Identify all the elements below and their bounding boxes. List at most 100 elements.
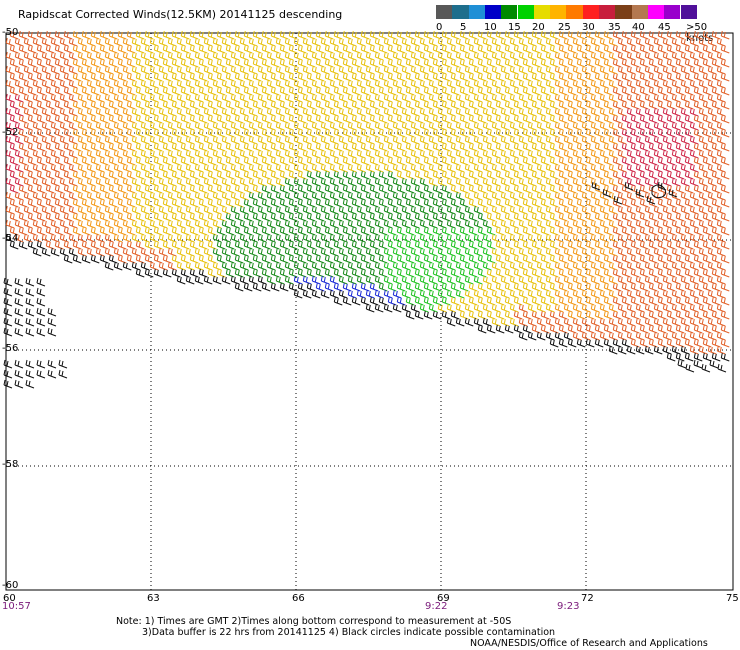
wind-barb <box>374 135 384 145</box>
wind-barb <box>270 254 280 264</box>
wind-barb <box>302 149 312 159</box>
wind-barb <box>122 149 132 159</box>
wind-barb <box>275 233 285 243</box>
wind-barb <box>581 51 591 61</box>
wind-barb <box>243 212 253 222</box>
wind-barb <box>608 135 618 145</box>
wind-barb <box>419 79 429 89</box>
wind-barb <box>707 135 717 145</box>
wind-barb <box>419 275 429 285</box>
wind-barb <box>25 317 35 327</box>
wind-barb <box>266 177 276 187</box>
wind-barb <box>117 198 127 208</box>
wind-barb <box>36 100 46 110</box>
wind-barb <box>711 30 721 40</box>
wind-barb <box>522 254 532 264</box>
wind-barb <box>590 79 600 89</box>
wind-barb <box>657 254 667 264</box>
wind-barb <box>167 107 177 117</box>
wind-barb <box>653 93 663 103</box>
wind-barb <box>648 156 658 166</box>
wind-barb <box>540 142 550 152</box>
wind-barb <box>225 184 235 194</box>
wind-barb <box>162 254 172 264</box>
wind-barb <box>680 149 690 159</box>
wind-barb <box>342 184 352 194</box>
wind-barb <box>153 268 163 278</box>
wind-barb <box>239 247 249 257</box>
wind-barb <box>675 352 685 362</box>
wind-barb <box>491 163 501 173</box>
wind-barb <box>464 37 474 47</box>
wind-barb <box>711 324 721 334</box>
wind-barb <box>630 184 640 194</box>
wind-barb <box>414 114 424 124</box>
wind-barb <box>581 121 591 131</box>
wind-barb <box>284 233 294 243</box>
wind-barb <box>545 233 555 243</box>
wind-barb <box>639 30 649 40</box>
wind-barb <box>491 121 501 131</box>
wind-barb <box>576 114 586 124</box>
wind-barb <box>491 247 501 257</box>
wind-barb <box>9 226 19 236</box>
wind-barb <box>684 44 694 54</box>
wind-barb <box>662 345 672 355</box>
wind-barb <box>617 205 627 215</box>
wind-barb <box>630 268 640 278</box>
wind-barb <box>189 226 199 236</box>
wind-barb <box>234 198 244 208</box>
wind-barb <box>387 240 397 250</box>
wind-barb <box>536 37 546 47</box>
wind-barb <box>342 282 352 292</box>
wind-barb <box>135 30 145 40</box>
wind-barb <box>234 170 244 180</box>
wind-barb <box>419 191 429 201</box>
wind-barb <box>567 282 577 292</box>
wind-barb <box>486 184 496 194</box>
wind-barb <box>378 86 388 96</box>
wind-barb <box>149 177 159 187</box>
wind-barb <box>581 79 591 89</box>
wind-barb <box>297 282 307 292</box>
wind-barb <box>81 30 91 40</box>
wind-barb <box>176 135 186 145</box>
wind-barb <box>104 121 114 131</box>
wind-barb <box>212 149 222 159</box>
wind-barb <box>81 198 91 208</box>
wind-barb <box>527 289 537 299</box>
wind-barb <box>369 254 379 264</box>
wind-barb <box>320 93 330 103</box>
wind-barb <box>374 65 384 75</box>
wind-barb <box>203 135 213 145</box>
wind-barb <box>324 198 334 208</box>
wind-barb <box>554 219 564 229</box>
wind-barb <box>86 135 96 145</box>
wind-barb <box>320 247 330 257</box>
wind-barb <box>396 44 406 54</box>
wind-barb <box>522 86 532 96</box>
wind-barb <box>275 107 285 117</box>
wind-barb <box>356 135 366 145</box>
wind-barb <box>572 107 582 117</box>
wind-barb <box>239 205 249 215</box>
wind-barb <box>558 198 568 208</box>
wind-barb <box>135 198 145 208</box>
wind-barb <box>576 44 586 54</box>
wind-barb <box>581 107 591 117</box>
wind-barb <box>554 37 564 47</box>
wind-barb <box>248 121 258 131</box>
wind-barb <box>531 240 541 250</box>
wind-barb <box>657 240 667 250</box>
wind-barb <box>324 156 334 166</box>
wind-barb <box>549 142 559 152</box>
wind-barb <box>167 233 177 243</box>
wind-barb <box>162 268 172 278</box>
wind-barb <box>644 219 654 229</box>
wind-barb <box>441 86 451 96</box>
wind-barb <box>90 128 100 138</box>
wind-barb <box>675 58 685 68</box>
wind-barb <box>257 93 267 103</box>
wind-barb <box>450 142 460 152</box>
wind-barb <box>639 114 649 124</box>
